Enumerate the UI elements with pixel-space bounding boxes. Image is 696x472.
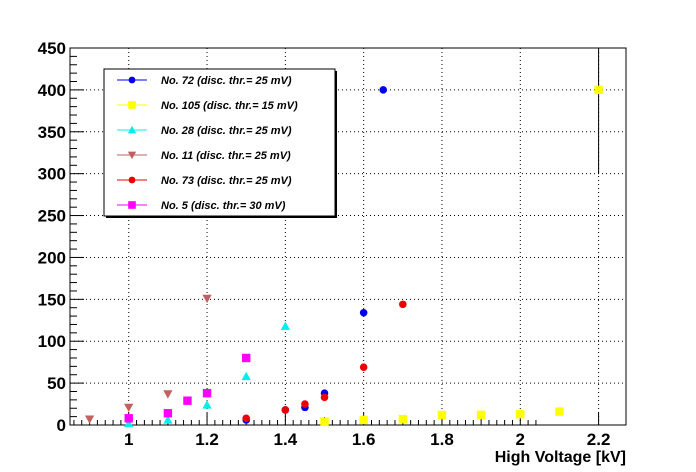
- legend-label: No. 11 (disc. thr.= 25 mV): [161, 150, 291, 162]
- data-point-triangle-down: [84, 415, 95, 424]
- x-tick-label: 1.8: [430, 430, 454, 449]
- data-point-triangle-down: [202, 294, 212, 304]
- data-point-square: [516, 409, 525, 419]
- data-point-square: [359, 415, 368, 425]
- data-point-triangle-up: [163, 415, 173, 424]
- legend-label: No. 5 (disc. thr.= 30 mV): [161, 200, 286, 212]
- y-tick-label: 250: [38, 207, 66, 226]
- legend-box: [103, 68, 336, 217]
- data-point-circle: [128, 176, 136, 184]
- data-point-square: [555, 407, 564, 416]
- data-point-circle: [301, 400, 309, 408]
- y-tick-label: 50: [47, 374, 66, 393]
- data-point-square: [202, 388, 212, 398]
- data-point-square: [437, 410, 447, 420]
- x-tick-label: 1: [124, 430, 133, 449]
- y-tick-label: 100: [38, 332, 66, 351]
- data-point-triangle-down: [127, 151, 137, 160]
- legend-label: No. 105 (disc. thr.= 15 mV): [161, 100, 298, 112]
- x-axis-title: High Voltage [kV]: [495, 449, 626, 466]
- data-point-square: [124, 414, 133, 423]
- data-point-triangle-up: [202, 400, 212, 409]
- y-tick-label: 350: [38, 123, 66, 142]
- data-point-triangle-up: [127, 125, 137, 134]
- data-point-square: [128, 101, 136, 109]
- x-tick-label: 1.6: [352, 430, 376, 449]
- axes: 1 1.2 1.4 1.6 1.8 2 2.2 0 50 100 150 200 250 300 350 40…: [38, 39, 611, 449]
- y-tick-label: 300: [38, 165, 66, 184]
- data-markers: [84, 85, 603, 428]
- data-point-circle: [359, 363, 368, 371]
- data-point-triangle-up: [280, 321, 290, 330]
- data-point-square: [128, 201, 136, 209]
- data-point-circle: [399, 300, 407, 309]
- data-point-circle: [359, 308, 368, 317]
- y-tick-label: 200: [38, 248, 66, 267]
- data-point-square: [594, 85, 603, 95]
- data-point-triangle-up: [124, 418, 134, 428]
- y-tick-label: 450: [38, 39, 66, 58]
- x-tick-label: 1.4: [274, 430, 298, 449]
- y-tick-label: 400: [38, 81, 66, 100]
- legend: No. 72 (disc. thr.= 25 mV) No. 105 (disc.…: [103, 68, 337, 218]
- data-point-square: [398, 414, 408, 424]
- data-point-circle: [281, 406, 290, 414]
- legend-label: No. 72 (disc. thr.= 25 mV): [161, 75, 292, 87]
- data-point-triangle-down: [163, 390, 173, 399]
- data-point-triangle-up: [241, 371, 251, 381]
- data-point-circle: [128, 76, 136, 84]
- legend-label: No. 28 (disc. thr.= 25 mV): [161, 125, 292, 137]
- data-point-circle: [320, 393, 329, 402]
- data-point-square: [320, 417, 329, 426]
- data-point-circle: [379, 86, 388, 94]
- legend-label: No. 73 (disc. thr.= 25 mV): [161, 175, 292, 187]
- data-point-square: [476, 410, 486, 420]
- data-point-triangle-down: [124, 403, 134, 413]
- y-tick-label: 0: [57, 416, 66, 435]
- x-tick-label: 1.2: [195, 430, 219, 449]
- data-point-circle: [242, 414, 250, 423]
- x-tick-label: 2: [516, 430, 525, 449]
- x-tick-label: 2.2: [587, 430, 611, 449]
- data-point-square: [241, 353, 251, 363]
- data-point-square: [163, 409, 173, 418]
- y-tick-label: 150: [38, 290, 66, 309]
- data-point-square: [183, 396, 192, 405]
